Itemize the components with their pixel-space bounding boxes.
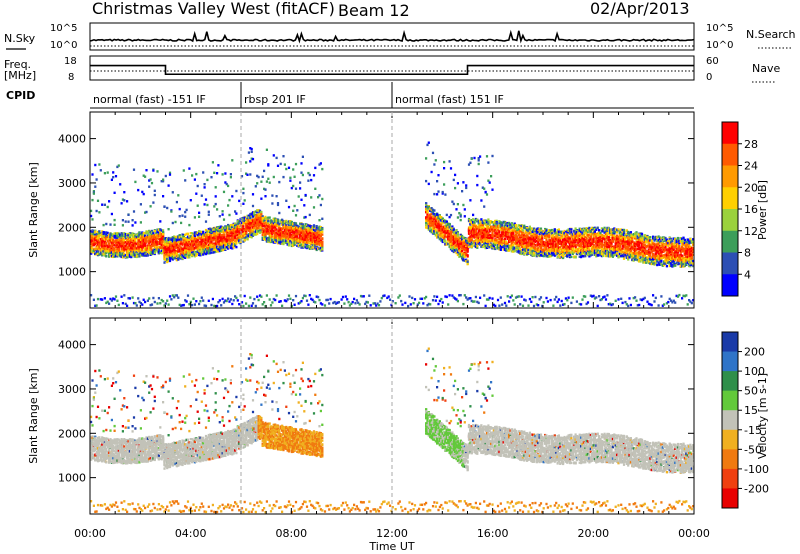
colorbar-tick-label: 12: [744, 225, 758, 238]
x-tick-label: 00:00: [74, 527, 106, 540]
velocity-colorbar-label: Velocity [m s-1]: [756, 373, 769, 459]
colorbar-tick-label: 200: [744, 346, 765, 359]
colorbar-swatch: [722, 390, 738, 411]
colorbar-swatch: [722, 165, 738, 188]
colorbar-tick-label: -100: [744, 463, 769, 476]
noise-right-tick-top: 10^5: [706, 23, 733, 34]
nsky-label: N.Sky: [4, 32, 36, 45]
date-label: 02/Apr/2013: [590, 0, 690, 18]
y-tick-label: 3000: [58, 383, 86, 396]
x-tick-label: 04:00: [175, 527, 207, 540]
colorbar-tick-label: 20: [744, 181, 758, 194]
colorbar-tick-label: 15: [744, 404, 758, 417]
power-panel: 1000 2000 3000 4000: [58, 111, 695, 309]
y-axis-label-power: Slant Range [km]: [27, 162, 40, 258]
colorbar-tick-label: 4: [744, 268, 751, 281]
freq-right-tick-bottom: 0: [706, 72, 712, 83]
freq-right-tick-top: 60: [706, 56, 719, 67]
colorbar-swatch: [722, 252, 738, 275]
x-tick-label: 00:00: [678, 527, 710, 540]
colorbar-swatch: [722, 468, 738, 489]
colorbar-swatch: [722, 187, 738, 210]
power-colorbar: 28 24 20 16 12 8 4: [721, 121, 758, 297]
x-tick-label: 12:00: [376, 527, 408, 540]
colorbar-swatch: [722, 274, 738, 297]
plot-title: Christmas Valley West (fitACF): [92, 0, 335, 18]
y-tick-label: 3000: [58, 177, 86, 190]
colorbar-tick-label: -50: [744, 443, 762, 456]
freq-label-line1: Freq.: [4, 58, 31, 71]
velocity-panel: 1000 2000 3000 4000: [58, 317, 695, 515]
velocity-colorbar: 200 100 50 15 -15 -50 -100 -200: [721, 331, 769, 509]
colorbar-tick-label: 24: [744, 160, 758, 173]
y-tick-label: 4000: [58, 133, 86, 146]
colorbar-tick-label: 100: [744, 365, 765, 378]
colorbar-tick-label: -15: [744, 424, 762, 437]
colorbar-swatch: [722, 332, 738, 353]
colorbar-swatch: [722, 410, 738, 431]
y-tick-label: 2000: [58, 427, 86, 440]
colorbar-tick-label: 28: [744, 138, 758, 151]
y-tick-label: 1000: [58, 266, 86, 279]
cpid-segment-label: normal (fast) -151 IF: [93, 93, 206, 106]
power-colorbar-label: Power [dB]: [756, 180, 769, 240]
colorbar-swatch: [722, 371, 738, 392]
noise-panel: N.Sky 10^5 10^0 10^5 10^0 N.Search: [4, 22, 796, 51]
colorbar-swatch: [722, 488, 738, 509]
cpid-segment-label: normal (fast) 151 IF: [395, 93, 504, 106]
x-axis-label: Time UT: [368, 540, 414, 553]
noise-left-tick-top: 10^5: [50, 23, 77, 34]
frequency-panel: Freq. [MHz] 18 8 60 0 Nave: [4, 55, 780, 83]
beam-label: Beam 12: [338, 1, 410, 20]
x-tick-label: 16:00: [477, 527, 509, 540]
colorbar-swatch: [722, 351, 738, 372]
colorbar-tick-label: 50: [744, 385, 758, 398]
colorbar-swatch: [722, 230, 738, 253]
nave-label: Nave: [752, 62, 780, 75]
y-axis-label-velocity: Slant Range [km]: [27, 368, 40, 464]
cpid-label: CPID: [6, 89, 35, 102]
freq-label-line2: [MHz]: [4, 69, 36, 82]
x-tick-label: 08:00: [275, 527, 307, 540]
colorbar-swatch: [722, 209, 738, 232]
cpid-segment-label: rbsp 201 IF: [244, 93, 306, 106]
colorbar-tick-label: -200: [744, 482, 769, 495]
nsearch-label: N.Search: [746, 28, 796, 41]
y-tick-label: 1000: [58, 472, 86, 485]
colorbar-swatch: [722, 449, 738, 470]
colorbar-tick-label: 8: [744, 247, 751, 260]
colorbar-swatch: [722, 143, 738, 166]
colorbar-tick-label: 16: [744, 203, 758, 216]
y-tick-label: 4000: [58, 339, 86, 352]
noise-left-tick-bottom: 10^0: [50, 40, 77, 51]
noise-right-tick-bottom: 10^0: [706, 40, 733, 51]
colorbar-swatch: [722, 429, 738, 450]
cpid-row: CPID normal (fast) -151 IF rbsp 201 IF nor…: [6, 82, 694, 109]
noise-sky-trace: [89, 29, 695, 44]
frequency-trace: [90, 64, 694, 76]
colorbar-swatch: [722, 122, 738, 145]
freq-left-tick-bottom: 8: [68, 72, 74, 83]
freq-left-tick-top: 18: [64, 56, 77, 67]
x-tick-label: 20:00: [577, 527, 609, 540]
y-tick-label: 2000: [58, 221, 86, 234]
